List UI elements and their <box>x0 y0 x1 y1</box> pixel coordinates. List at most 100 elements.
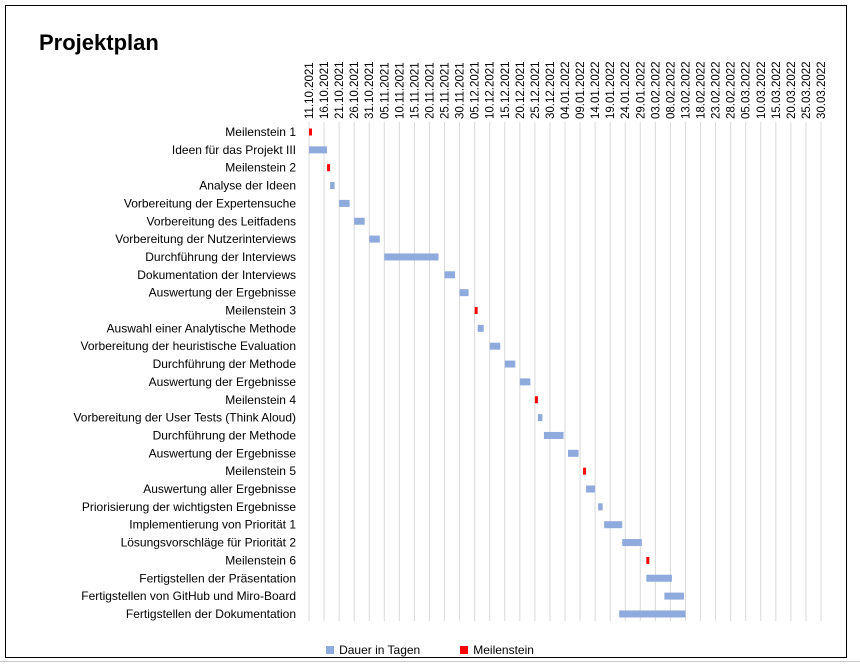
task-bar <box>664 592 684 600</box>
task-label: Priorisierung der wichtigsten Ergebnisse <box>82 500 296 514</box>
task-bar <box>330 182 335 190</box>
x-tick-label: 10.11.2021 <box>394 62 406 119</box>
task-bar <box>598 503 603 511</box>
milestone-marker <box>309 128 312 136</box>
x-tick-label: 05.11.2021 <box>379 62 391 119</box>
x-tick-label: 19.01.2022 <box>605 61 617 119</box>
task-bar <box>477 324 484 332</box>
task-bar <box>504 360 516 368</box>
task-label: Vorbereitung der Nutzerinterviews <box>115 232 296 246</box>
task-label: Lösungsvorschläge für Priorität 2 <box>121 536 297 550</box>
task-bar <box>543 431 564 439</box>
task-bar <box>622 539 642 547</box>
task-label: Ideen für das Projekt III <box>172 143 296 157</box>
task-label: Durchführung der Interviews <box>145 250 296 264</box>
legend-swatch-duration <box>326 646 335 654</box>
x-tick-label: 26.10.2021 <box>349 61 361 119</box>
task-label: Fertigstellen von GitHub und Miro-Board <box>81 589 296 603</box>
task-label: Vorbereitung der Expertensuche <box>124 196 296 210</box>
task-bar <box>369 235 380 243</box>
x-tick-labels: 11.10.2021 16.10.2021 21.10.2021 26.10.2021… <box>304 61 828 119</box>
grid-lines <box>308 122 822 621</box>
legend-item-duration: Dauer in Tagen <box>326 643 420 657</box>
milestone-marker <box>327 164 331 172</box>
task-label: Analyse der Ideen <box>199 179 296 193</box>
task-bar <box>568 449 579 457</box>
task-label: Vorbereitung der heuristische Evaluation <box>81 339 296 353</box>
legend-label-milestone: Meilenstein <box>473 643 534 657</box>
task-bar <box>354 217 365 225</box>
x-tick-label: 09.01.2022 <box>575 61 587 119</box>
milestone-marker <box>646 556 650 564</box>
milestone-marker <box>474 307 478 314</box>
x-tick-label: 25.03.2022 <box>801 61 813 119</box>
task-label: Fertigstellen der Präsentation <box>139 571 296 585</box>
x-tick-label: 10.03.2022 <box>756 61 768 119</box>
x-tick-label: 15.12.2021 <box>500 61 512 119</box>
x-tick-label: 08.02.2022 <box>665 61 677 119</box>
chart-legend: Dauer in Tagen Meilenstein <box>0 643 860 657</box>
task-label: Dokumentation der Interviews <box>137 268 296 282</box>
task-bar <box>384 253 439 261</box>
task-bar <box>309 146 328 154</box>
x-tick-label: 10.12.2021 <box>485 61 497 119</box>
x-tick-label: 29.01.2022 <box>635 61 647 119</box>
x-tick-label: 18.02.2022 <box>696 61 708 119</box>
x-tick-label: 15.11.2021 <box>409 62 421 119</box>
x-tick-label: 14.01.2022 <box>590 61 602 119</box>
x-tick-label: 20.12.2021 <box>515 61 527 119</box>
x-tick-label: 04.01.2022 <box>560 61 572 119</box>
task-label: Durchführung der Methode <box>153 357 297 371</box>
x-tick-label: 21.10.2021 <box>334 61 346 119</box>
task-label: Auswertung der Ergebnisse <box>149 375 297 389</box>
task-label: Implementierung von Priorität 1 <box>129 518 296 532</box>
x-tick-label: 03.02.2022 <box>650 61 662 119</box>
chart-frame <box>5 5 847 658</box>
task-label: Fertigstellen der Dokumentation <box>126 607 296 621</box>
x-tick-label: 16.10.2021 <box>319 61 331 119</box>
x-tick-label: 11.10.2021 <box>304 62 316 119</box>
task-bar <box>519 378 531 386</box>
task-label: Auswertung der Ergebnisse <box>149 446 297 460</box>
task-bar <box>586 485 596 493</box>
task-label: Vorbereitung des Leitfadens <box>147 214 296 228</box>
task-bar <box>489 342 501 350</box>
x-tick-label: 30.03.2022 <box>816 61 828 119</box>
task-label: Meilenstein 3 <box>225 304 296 318</box>
task-label: Meilenstein 2 <box>225 161 296 175</box>
x-tick-label: 25.11.2021 <box>440 62 452 119</box>
task-bar <box>646 574 672 582</box>
x-tick-label: 30.12.2021 <box>545 61 557 119</box>
x-tick-label: 20.11.2021 <box>424 62 436 119</box>
x-tick-label: 31.10.2021 <box>364 61 376 119</box>
legend-swatch-milestone <box>460 646 469 654</box>
task-label: Vorbereitung der User Tests (Think Aloud… <box>73 411 296 425</box>
milestone-marker <box>583 467 587 475</box>
x-tick-label: 23.02.2022 <box>711 61 723 119</box>
task-label: Auswahl einer Analytische Methode <box>107 321 297 335</box>
x-tick-label: 05.12.2021 <box>470 61 482 119</box>
x-tick-label: 13.02.2022 <box>680 61 692 119</box>
x-tick-label: 25.12.2021 <box>530 61 542 119</box>
task-bar <box>459 289 469 297</box>
chart-title: Projektplan <box>39 30 159 55</box>
task-bars <box>309 128 686 618</box>
task-label: Meilenstein 4 <box>225 393 296 407</box>
task-label: Meilenstein 6 <box>225 553 296 567</box>
task-labels: Meilenstein 1 Ideen für das Projekt III Me… <box>73 125 296 621</box>
task-label: Durchführung der Methode <box>153 428 297 442</box>
task-bar <box>619 610 686 618</box>
task-label: Meilenstein 1 <box>225 125 296 139</box>
x-tick-label: 15.03.2022 <box>771 61 783 119</box>
x-tick-label: 24.01.2022 <box>620 61 632 119</box>
task-label: Meilenstein 5 <box>225 464 296 478</box>
legend-item-milestone: Meilenstein <box>460 643 534 657</box>
task-bar <box>604 521 623 529</box>
task-bar <box>537 414 543 422</box>
x-tick-label: 30.11.2021 <box>455 62 467 119</box>
task-label: Auswertung der Ergebnisse <box>149 286 297 300</box>
task-bar <box>444 271 456 279</box>
bottom-rule <box>0 661 860 662</box>
x-tick-label: 28.02.2022 <box>726 61 738 119</box>
